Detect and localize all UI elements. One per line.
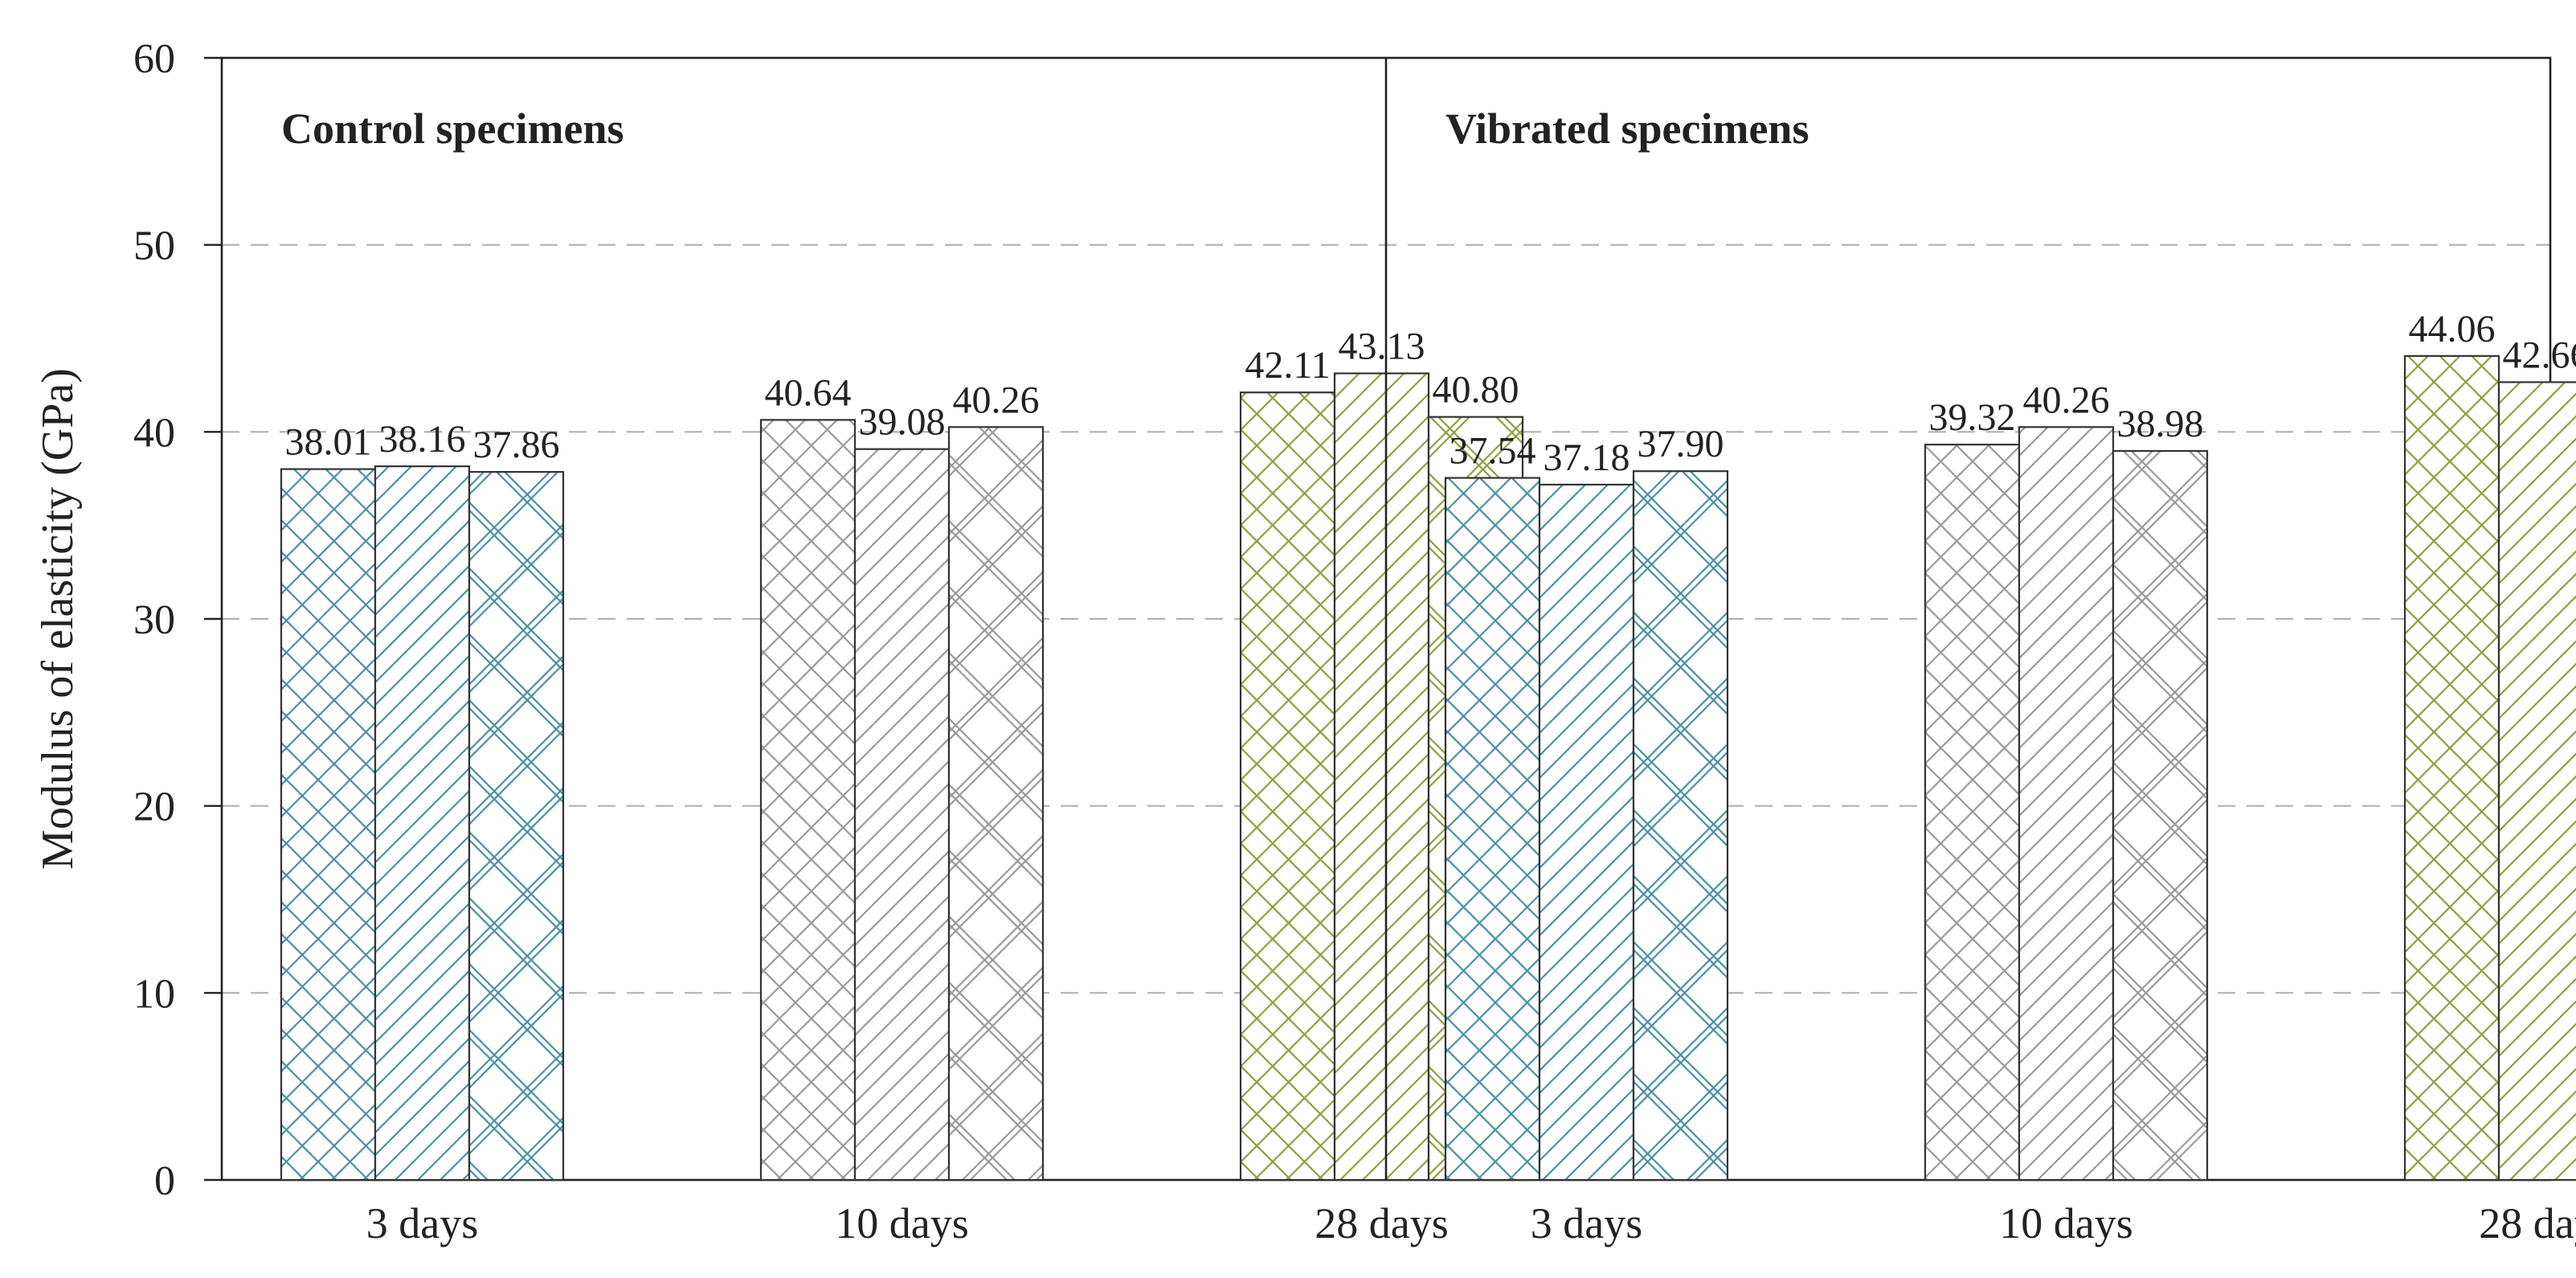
bar-control-specimens-28-days-2 — [1335, 374, 1429, 1180]
data-label: 40.80 — [1433, 369, 1519, 412]
data-label: 42.66 — [2503, 334, 2576, 376]
data-label: 39.08 — [859, 401, 946, 444]
bar-vibrated-specimens-10-days-2 — [2019, 427, 2113, 1180]
data-label: 38.16 — [379, 418, 466, 461]
x-category-label: 10 days — [1999, 1199, 2132, 1247]
bar-control-specimens-28-days-1 — [1241, 392, 1335, 1180]
y-tick-label: 10 — [133, 971, 175, 1017]
y-tick-label: 40 — [133, 410, 175, 456]
data-label: 37.86 — [473, 424, 560, 466]
data-label: 40.26 — [2023, 379, 2110, 421]
bar-vibrated-specimens-3-days-2 — [1539, 485, 1634, 1180]
data-label: 37.90 — [1638, 423, 1724, 465]
data-label: 38.98 — [2117, 403, 2204, 445]
y-tick-label: 50 — [133, 223, 175, 269]
bar-control-specimens-10-days-3 — [949, 427, 1043, 1180]
data-label: 44.06 — [2409, 308, 2496, 350]
y-tick-label: 60 — [133, 36, 175, 82]
bar-vibrated-specimens-10-days-1 — [1925, 444, 2019, 1180]
bar-control-specimens-10-days-2 — [855, 449, 949, 1180]
x-category-label: 28 days — [2479, 1199, 2576, 1247]
bar-control-specimens-10-days-1 — [761, 420, 855, 1180]
bar-vibrated-specimens-10-days-3 — [2113, 451, 2207, 1180]
y-tick-label: 30 — [133, 597, 175, 643]
bar-control-specimens-3-days-1 — [281, 469, 375, 1180]
y-tick-label: 20 — [133, 784, 175, 830]
x-category-label: 28 days — [1315, 1199, 1448, 1247]
data-label: 39.32 — [1929, 396, 2016, 439]
y-tick-label: 0 — [154, 1158, 175, 1204]
bar-control-specimens-3-days-3 — [469, 472, 563, 1180]
data-label: 40.64 — [765, 371, 852, 414]
data-label: 38.01 — [285, 421, 372, 464]
x-category-label: 10 days — [835, 1199, 968, 1247]
data-label: 37.18 — [1544, 436, 1630, 479]
bar-vibrated-specimens-28-days-1 — [2405, 356, 2499, 1180]
bar-vibrated-specimens-3-days-1 — [1445, 478, 1539, 1180]
bar-control-specimens-3-days-2 — [375, 466, 469, 1180]
x-category-label: 3 days — [1531, 1199, 1642, 1247]
panel-title: Vibrated specimens — [1445, 104, 1809, 153]
data-label: 37.54 — [1450, 430, 1536, 473]
bar-vibrated-specimens-28-days-2 — [2499, 382, 2576, 1180]
y-axis-label: Modulus of elasticity (GPa) — [33, 368, 83, 870]
bar-vibrated-specimens-3-days-3 — [1634, 471, 1728, 1180]
data-label: 43.13 — [1339, 326, 1425, 368]
data-label: 42.11 — [1245, 344, 1330, 387]
panel-title: Control specimens — [281, 104, 624, 153]
x-category-label: 3 days — [366, 1199, 478, 1247]
data-label: 40.26 — [953, 379, 1040, 421]
